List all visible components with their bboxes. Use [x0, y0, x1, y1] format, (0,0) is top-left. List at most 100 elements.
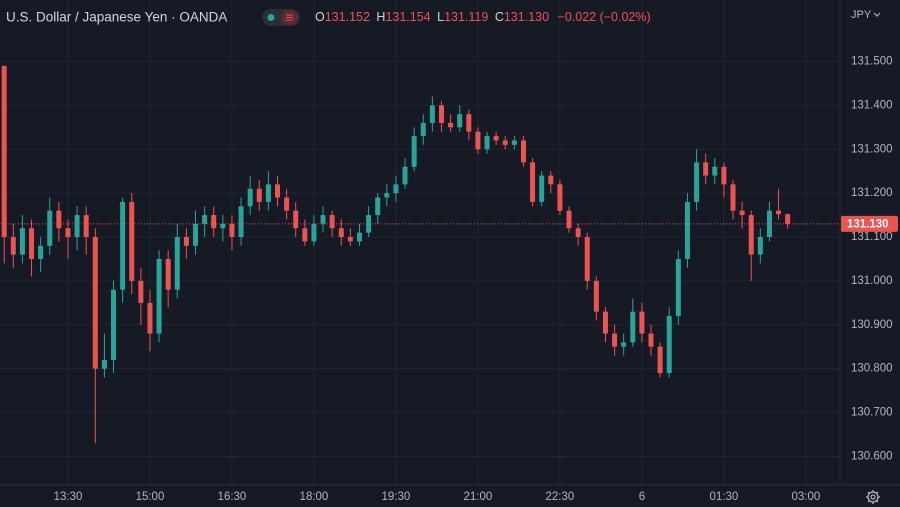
candle-body	[284, 197, 290, 211]
candle-body	[19, 228, 25, 255]
candle-body	[74, 215, 80, 238]
candle-body	[730, 184, 736, 211]
candle-body	[1, 65, 7, 238]
candle-body	[384, 193, 390, 198]
candle-body	[293, 210, 299, 229]
candle-body	[183, 237, 189, 246]
candle-body	[402, 166, 408, 185]
y-tick-label: 130.900	[851, 319, 893, 331]
candle-body	[393, 184, 399, 194]
open-value: 131.152	[325, 10, 370, 24]
header: U.S. Dollar / Japanese Yen · OANDA O131.…	[6, 9, 651, 26]
candle-body	[165, 258, 171, 290]
y-tick-label: 130.800	[851, 363, 893, 375]
candle-body	[338, 228, 344, 238]
candle-body	[785, 214, 791, 224]
candle-body	[311, 223, 317, 242]
candle-body	[411, 136, 417, 167]
candle-body	[584, 237, 590, 281]
x-tick-label: 22:30	[546, 491, 575, 503]
candle-body	[457, 114, 463, 128]
high-value: 131.154	[385, 10, 430, 24]
x-tick-label: 03:00	[791, 491, 820, 503]
candle-body	[539, 175, 545, 202]
y-tick-label: 131.400	[851, 99, 893, 111]
candle-body	[566, 210, 572, 229]
last-price-label: 131.130	[847, 218, 889, 230]
candle-body	[65, 228, 71, 238]
currency-chevron	[873, 12, 881, 17]
status-dot	[267, 14, 275, 21]
candle-body	[766, 210, 772, 238]
close-value: 131.130	[504, 10, 549, 24]
candle-body	[484, 136, 490, 150]
candle-body	[356, 232, 362, 242]
candle-body	[684, 201, 690, 259]
candle-body	[138, 280, 144, 303]
chart-title: U.S. Dollar / Japanese Yen · OANDA	[6, 10, 227, 25]
currency-label[interactable]: JPY	[851, 9, 872, 21]
low-label: L	[437, 10, 444, 24]
candle-body	[630, 311, 636, 343]
candle-body	[275, 184, 280, 198]
candles	[1, 65, 791, 444]
candle-body	[475, 131, 481, 150]
candle-body	[220, 223, 226, 229]
y-tick-label: 131.300	[851, 143, 893, 155]
candle-body	[639, 311, 645, 334]
candle-body	[174, 237, 180, 290]
candle-body	[420, 122, 426, 137]
candle-body	[347, 237, 353, 242]
candle-body	[466, 114, 472, 132]
candle-body	[375, 197, 381, 216]
candle-body	[320, 215, 326, 224]
x-tick-label: 6	[639, 491, 645, 503]
candle-body	[429, 105, 435, 123]
gear-teeth	[866, 490, 880, 504]
candle-body	[748, 215, 754, 255]
high-label: H	[376, 10, 385, 24]
x-tick-label: 16:30	[218, 491, 247, 503]
candle-body	[147, 302, 153, 334]
candle-body	[211, 215, 217, 229]
candle-body	[47, 210, 53, 246]
settings-icon[interactable]	[866, 490, 880, 504]
candle-body	[602, 311, 608, 334]
x-tick-label: 19:30	[382, 491, 411, 503]
candle-body	[265, 184, 271, 202]
candle-body	[10, 237, 16, 255]
candle-body	[502, 140, 508, 145]
candle-body	[712, 166, 718, 176]
y-tick-label: 131.200	[851, 187, 893, 199]
open-label: O	[315, 10, 325, 24]
y-tick-label: 131.000	[851, 275, 893, 287]
candle-body	[648, 333, 654, 347]
candle-body	[520, 140, 526, 163]
candle-body	[302, 228, 308, 242]
candle-body	[438, 105, 444, 123]
candle-body	[557, 184, 563, 211]
candle-body	[111, 289, 117, 360]
candle-body	[511, 140, 517, 145]
x-tick-label: 13:30	[54, 491, 83, 503]
candle-body	[247, 188, 253, 207]
candle-body	[530, 162, 536, 202]
candle-body	[575, 228, 581, 238]
candle-body	[120, 201, 126, 290]
y-tick-label: 130.600	[851, 451, 893, 463]
candle-body	[776, 210, 782, 215]
candle-body	[757, 237, 763, 255]
candle-body	[612, 333, 618, 347]
candle-body	[493, 136, 499, 141]
x-tick-label: 15:00	[136, 491, 165, 503]
candle-body	[448, 122, 454, 128]
candle-body	[193, 223, 199, 246]
candle-body	[593, 280, 599, 312]
candle-body	[83, 215, 89, 238]
grid	[0, 0, 840, 485]
candle-body	[366, 215, 372, 233]
candle-body	[329, 215, 335, 229]
candle-body	[92, 237, 98, 369]
